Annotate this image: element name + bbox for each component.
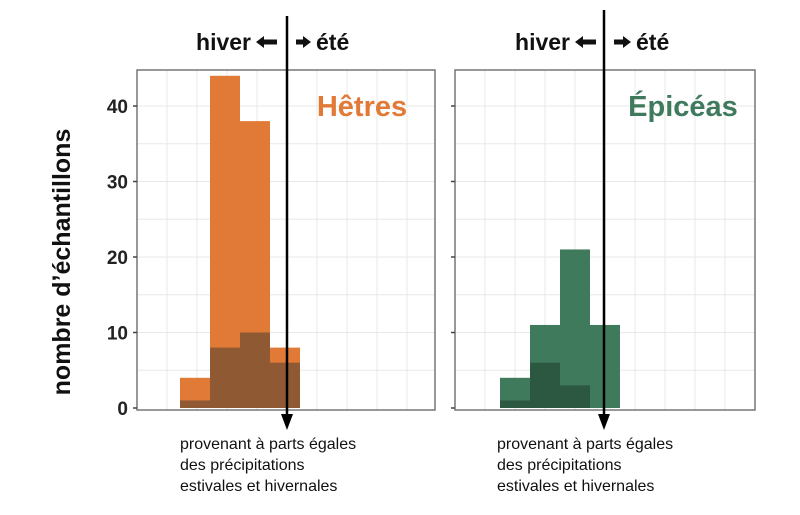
panel-spruce: Épicéas hiver été provenant à parts égal… — [451, 10, 756, 495]
spruce-divider — [598, 10, 610, 430]
ytick-label: 30 — [107, 173, 128, 194]
spruce-bars — [500, 249, 620, 408]
spruce-caption-line-1: provenant à parts égales — [497, 436, 673, 453]
spruce-caption-line-3: estivales et hivernales — [497, 478, 654, 495]
spruce-bar-series1-bin3 — [560, 249, 590, 408]
beech-bar-series2-bin4 — [270, 362, 300, 408]
beech-bar-series2-bin2 — [210, 347, 240, 408]
beech-bar-series2-bin3 — [240, 332, 270, 408]
spruce-bar-series2-bin3 — [560, 385, 590, 408]
spruce-yticks — [451, 105, 455, 409]
beech-caption-line-1: provenant à parts égales — [180, 436, 356, 453]
beech-caption: provenant à parts égales des précipitati… — [180, 436, 361, 495]
spruce-bar-series2-bin2 — [530, 362, 560, 408]
beech-divider — [281, 16, 293, 430]
beech-right-arrow-icon — [296, 36, 311, 48]
ytick-label: 0 — [117, 399, 128, 420]
y-axis-label: nombre d’échantillons — [48, 129, 76, 396]
ytick-label: 20 — [107, 248, 128, 269]
spruce-caption-line-2: des précipitations — [497, 457, 622, 474]
spruce-right-arrow-icon — [614, 36, 631, 48]
spruce-summer-label: été — [636, 29, 669, 55]
spruce-left-arrow-icon — [575, 36, 596, 48]
beech-caption-line-3: estivales et hivernales — [180, 478, 337, 495]
spruce-winter-label: hiver — [515, 29, 570, 55]
ytick-label: 40 — [107, 97, 128, 118]
spruce-title: Épicéas — [628, 89, 738, 123]
beech-yticks: 0 10 20 30 40 — [107, 97, 137, 420]
beech-left-arrow-icon — [256, 36, 277, 48]
beech-bars — [180, 75, 300, 409]
beech-bar-series2-bin1 — [180, 400, 210, 408]
beech-divider-arrowhead — [281, 414, 293, 430]
panel-beech: 0 10 20 30 40 Hêtres hiver été provenant à p… — [107, 16, 436, 495]
beech-caption-line-2: des précipitations — [180, 457, 305, 474]
beech-summer-label: été — [316, 29, 349, 55]
ytick-label: 10 — [107, 324, 128, 345]
beech-winter-label: hiver — [196, 29, 251, 55]
spruce-bar-series2-bin1 — [500, 400, 530, 408]
beech-title: Hêtres — [317, 91, 407, 123]
spruce-divider-arrowhead — [598, 414, 610, 430]
spruce-caption: provenant à parts égales des précipitati… — [497, 436, 678, 495]
